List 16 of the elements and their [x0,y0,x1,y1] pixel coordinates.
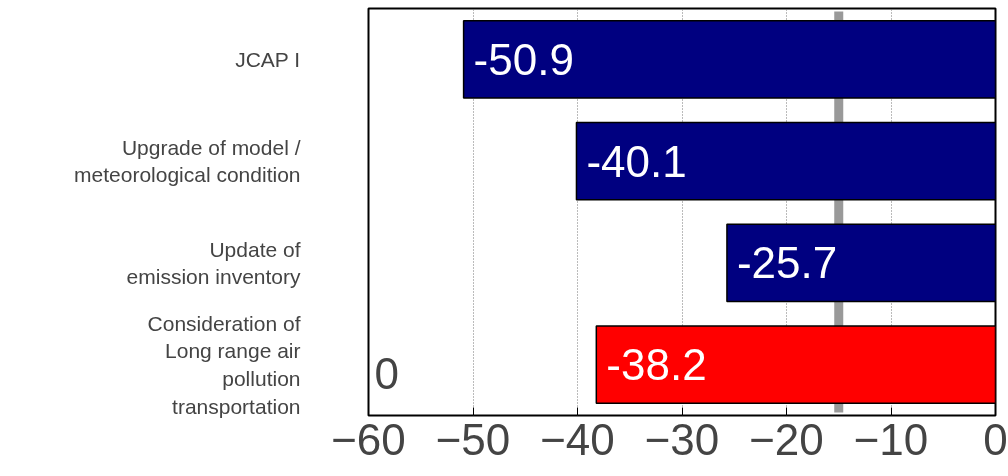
data-label: -38.2 [606,340,707,390]
x-tick-label: −60 [331,414,406,464]
x-tick-label: −30 [644,414,720,464]
x-tick-label: −50 [435,414,511,464]
x-tick-label: −20 [749,414,824,464]
y-tick-label: JCAP I [235,47,301,71]
annotation: 0 [374,348,399,398]
y-tick-label: Consideration of Long range air pollution transportation [147,311,301,418]
data-label: -40.1 [586,136,687,186]
y-tick-label: Upgrade of model / meteorological condition [74,135,301,187]
data-label: -25.7 [736,238,838,288]
data-label: -50.9 [473,34,574,84]
y-tick-label: Update of emission inventory [126,237,301,289]
x-tick-label: 0 [983,414,1008,464]
x-tick-label: −10 [853,414,929,464]
x-tick-label: −40 [540,414,615,464]
